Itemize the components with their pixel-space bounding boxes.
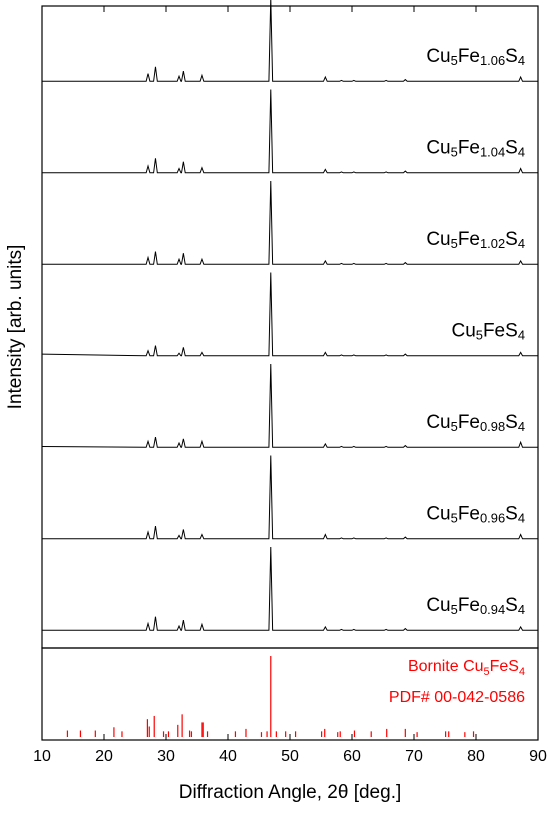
x-tick-label: 40 xyxy=(219,748,237,765)
annotation: PDF# 00-042-0586 xyxy=(389,689,525,706)
x-axis-title: Diffraction Angle, 2θ [deg.] xyxy=(179,782,402,803)
series-label: Cu5Fe0.98S4 xyxy=(426,412,525,434)
pattern-line xyxy=(42,546,538,631)
series-label: Cu5Fe1.04S4 xyxy=(426,138,525,160)
pattern-line xyxy=(42,0,538,82)
pattern-line xyxy=(41,272,538,357)
x-tick-label: 10 xyxy=(33,748,51,765)
pattern-line xyxy=(42,89,538,174)
x-tick-label: 30 xyxy=(157,748,175,765)
x-tick-label: 70 xyxy=(405,748,423,765)
x-tick-label: 20 xyxy=(95,748,113,765)
series-label: Cu5Fe0.96S4 xyxy=(426,504,525,526)
series-label: Cu5Fe1.02S4 xyxy=(426,229,525,251)
x-tick-label: 80 xyxy=(467,748,485,765)
x-tick-label: 60 xyxy=(343,748,361,765)
pattern-line xyxy=(42,180,538,265)
series-label: Cu5Fe0.94S4 xyxy=(426,595,525,617)
x-tick-label: 90 xyxy=(529,748,547,765)
pattern-line xyxy=(41,363,538,448)
series-label: Cu5FeS4 xyxy=(451,321,525,343)
x-tick-label: 50 xyxy=(281,748,299,765)
y-axis-title: Intensity [arb. units] xyxy=(5,245,26,410)
pattern-line xyxy=(42,455,538,540)
legend-label: Bornite Cu5FeS4 xyxy=(408,658,525,678)
series-label: Cu5Fe1.06S4 xyxy=(426,46,525,68)
